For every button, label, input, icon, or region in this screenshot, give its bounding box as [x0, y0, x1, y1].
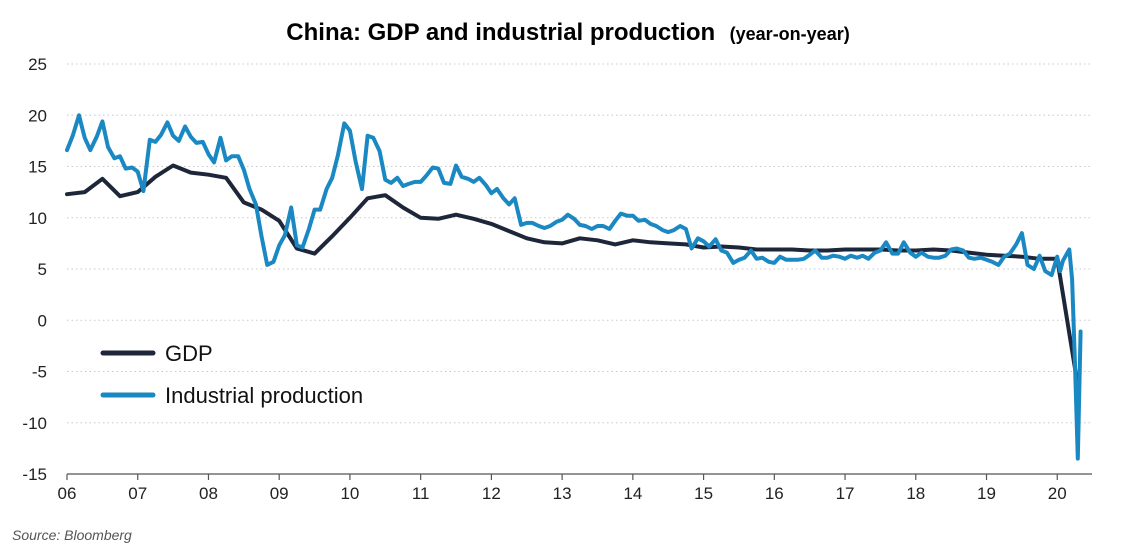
series-line-gdp: [65, 163, 1081, 392]
legend-label: GDP: [165, 341, 213, 366]
x-tick-label: 17: [836, 484, 855, 503]
y-tick-label: -10: [22, 414, 47, 433]
x-tick-label: 19: [977, 484, 996, 503]
legend: GDP Industrial production: [100, 341, 363, 408]
x-tick-label: 07: [128, 484, 147, 503]
x-tick-label: 11: [412, 484, 430, 503]
y-tick-label: 25: [28, 55, 47, 74]
x-tick-label: 20: [1048, 484, 1067, 503]
series-line-industrial-production: [65, 113, 1083, 461]
axes: 25 20 15 10 5 0 -5 -10 -15 06 07 08 09 10 11 12 13 14 15 16…: [22, 55, 1092, 503]
x-tick-label: 09: [270, 484, 289, 503]
y-tick-label: 20: [28, 106, 47, 125]
x-tick-label: 08: [199, 484, 218, 503]
y-tick-label: 5: [38, 260, 47, 279]
y-tick-label: 10: [28, 209, 47, 228]
x-tick-label: 10: [340, 484, 359, 503]
x-tick-label: 15: [694, 484, 713, 503]
y-tick-label: 0: [38, 311, 47, 330]
chart-title: China: GDP and industrial production (ye…: [286, 19, 849, 46]
y-tick-label: 15: [28, 158, 47, 177]
y-tick-label: -5: [32, 363, 47, 382]
x-tick-label: 12: [482, 484, 501, 503]
x-tick-label: 14: [623, 484, 642, 503]
y-tick-label: -15: [22, 465, 47, 484]
x-tick-label: 13: [553, 484, 572, 503]
chart-title-main: China: GDP and industrial production: [286, 19, 715, 46]
legend-label: Industrial production: [165, 383, 363, 408]
x-tick-label: 18: [906, 484, 925, 503]
series-lines: [65, 113, 1083, 461]
x-tick-label: 06: [58, 484, 77, 503]
gridlines: [67, 63, 1092, 424]
chart-title-subtitle: (year-on-year): [730, 24, 850, 44]
source-note: Source: Bloomberg: [12, 527, 132, 543]
x-tick-label: 16: [765, 484, 784, 503]
